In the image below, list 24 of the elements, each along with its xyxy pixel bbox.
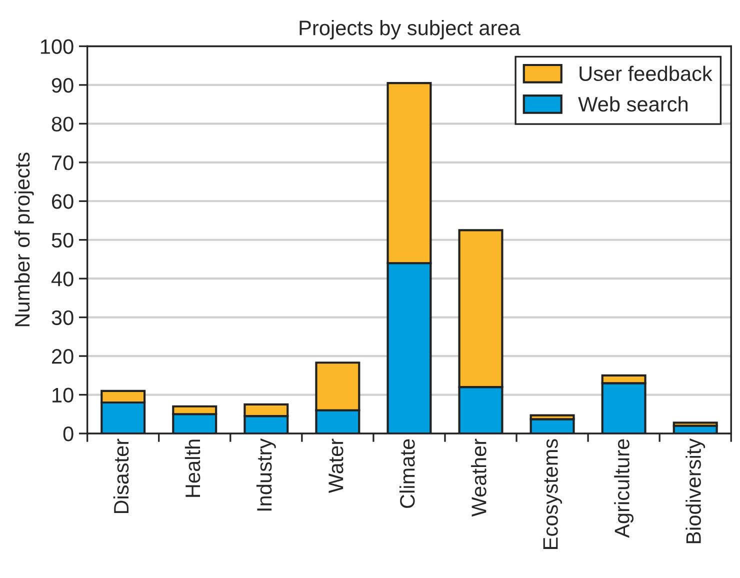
- x-tick-label: Biodiversity: [686, 438, 706, 544]
- x-tick-label: Agriculture: [614, 439, 634, 538]
- x-tick-label: Water: [328, 438, 344, 494]
- y-tick-label: 10: [52, 388, 74, 403]
- y-tick-label: 40: [51, 272, 74, 286]
- legend-label: User feedback: [580, 66, 712, 82]
- legend-label: Web search: [578, 96, 688, 112]
- y-tick-label: 90: [52, 78, 74, 93]
- x-tick-label: Disaster: [113, 438, 129, 514]
- x-tick-label: Weather: [471, 438, 486, 517]
- x-tick-label: Climate: [400, 439, 415, 508]
- chart-title: Projects by subject area: [300, 20, 520, 40]
- y-tick-label: 0: [63, 426, 74, 442]
- x-tick-label: Ecosystems: [543, 439, 562, 549]
- y-tick-label: 80: [52, 116, 74, 132]
- x-tick-label: Industry: [256, 438, 276, 511]
- y-tick-label: 100: [40, 39, 74, 54]
- y-tick-label: 30: [52, 310, 74, 326]
- y-tick-label: 70: [52, 155, 74, 170]
- y-tick-label: 20: [52, 349, 74, 364]
- x-tick-label: Health: [184, 440, 200, 497]
- y-tick-label: 50: [52, 232, 74, 248]
- y-tick-label: 60: [52, 194, 74, 209]
- y-axis-title: Number of projects: [14, 152, 34, 326]
